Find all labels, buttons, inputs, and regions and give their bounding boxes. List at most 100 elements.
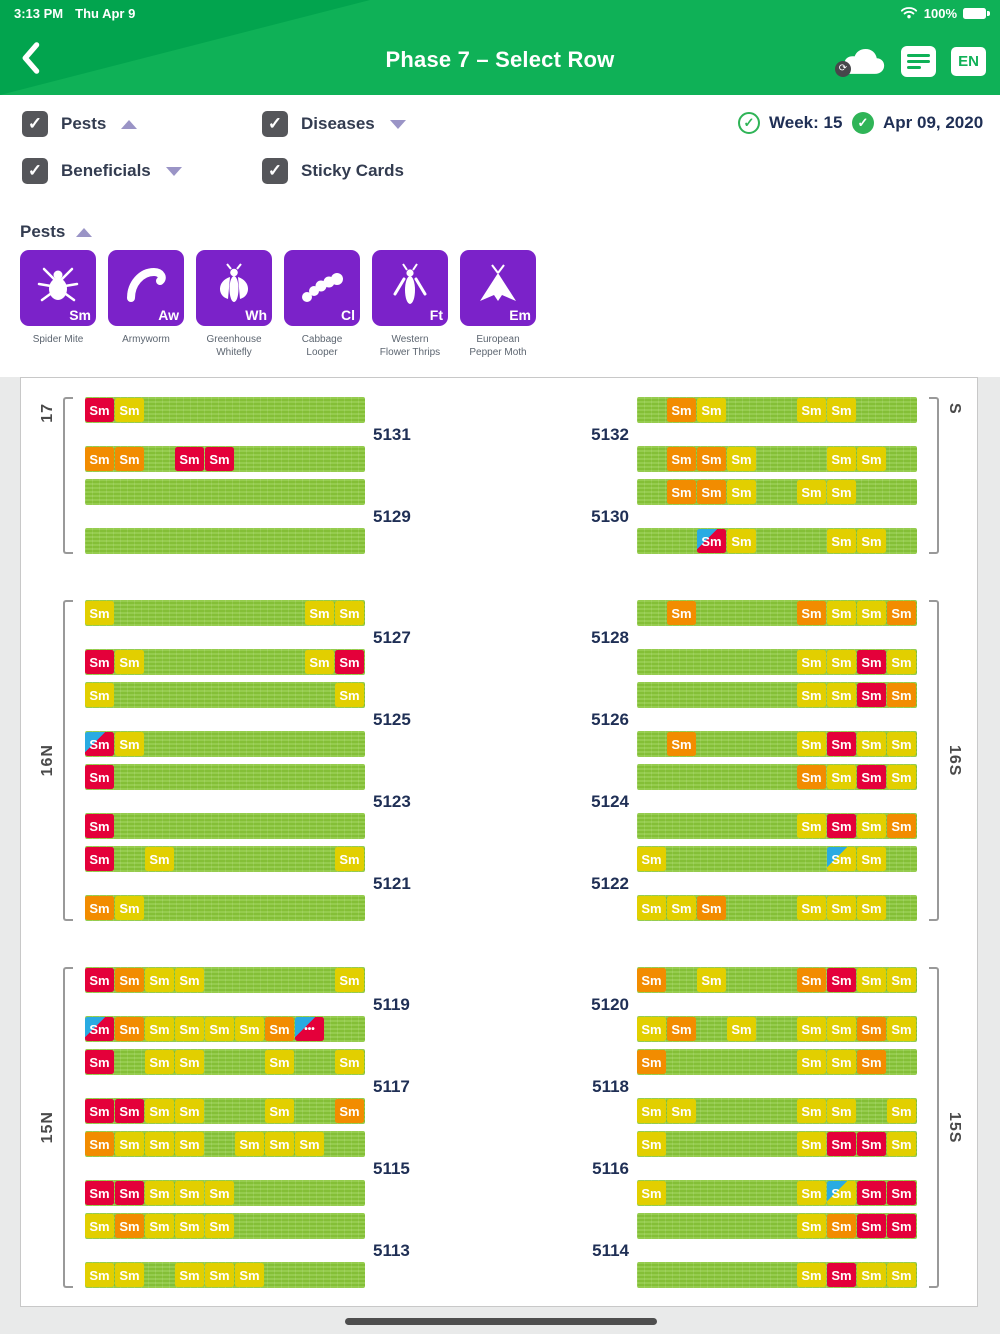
pest-badge[interactable]: Sm <box>205 1017 234 1041</box>
pest-badge[interactable]: Sm <box>637 968 666 992</box>
pest-badge[interactable]: Sm <box>697 529 726 553</box>
pest-badge[interactable]: Sm <box>205 1263 234 1287</box>
pest-badge[interactable]: Sm <box>335 847 364 871</box>
pest-badge[interactable]: Sm <box>857 732 886 756</box>
pest-badge[interactable]: Sm <box>235 1263 264 1287</box>
row-bed-bar[interactable]: Sm Sm Sm Sm <box>637 528 917 554</box>
pest-badge[interactable]: Sm <box>797 683 826 707</box>
pest-badge[interactable]: Sm <box>827 683 856 707</box>
pests-legend-header[interactable]: Pests <box>20 222 93 242</box>
pest-badge[interactable]: Sm <box>827 1050 856 1074</box>
row-number[interactable]: 5122 <box>591 873 629 893</box>
notes-icon[interactable] <box>901 45 936 77</box>
pest-badge[interactable]: Sm <box>85 1214 114 1238</box>
row-bed-bar[interactable]: Sm Sm Sm <box>85 846 365 872</box>
pest-badge[interactable]: Sm <box>115 1132 144 1156</box>
pest-badge[interactable]: Sm <box>857 847 886 871</box>
pest-badge[interactable]: Sm <box>335 683 364 707</box>
row-bed-bar[interactable]: Sm Sm Sm Sm Sm <box>85 1049 365 1075</box>
pest-badge[interactable]: Sm <box>175 447 204 471</box>
row-bed-bar[interactable]: Sm Sm Sm Sm <box>637 649 917 675</box>
pest-badge[interactable]: Sm <box>827 480 856 504</box>
pest-badge[interactable]: Sm <box>827 601 856 625</box>
pest-badge[interactable]: Sm <box>85 650 114 674</box>
row-bed-bar[interactable]: Sm Sm Sm Sm Sm <box>637 600 917 626</box>
row-bed-bar[interactable]: Sm Sm <box>85 682 365 708</box>
row-bed-bar[interactable] <box>85 528 365 554</box>
row-bed-bar[interactable]: Sm Sm Sm Sm <box>637 397 917 423</box>
row-number[interactable]: 5115 <box>373 1158 410 1178</box>
cloud-sync-icon[interactable]: ⟳ <box>835 45 886 77</box>
pest-badge[interactable]: Sm <box>85 814 114 838</box>
row-bed-bar[interactable]: Sm Sm Sm Sm Sm <box>85 1180 365 1206</box>
pest-tile-ft[interactable]: Ft Western Flower Thrips <box>372 250 448 359</box>
pest-badge[interactable]: Sm <box>637 896 666 920</box>
pest-badge[interactable]: Sm <box>637 1017 666 1041</box>
pest-badge[interactable]: Sm <box>797 650 826 674</box>
row-number[interactable]: 5113 <box>373 1240 410 1260</box>
pest-badge[interactable]: Sm <box>857 601 886 625</box>
pest-badge[interactable]: Sm <box>115 1099 144 1123</box>
pest-badge[interactable]: Sm <box>145 1181 174 1205</box>
pest-badge[interactable]: Sm <box>857 1050 886 1074</box>
pest-badge[interactable]: Sm <box>175 968 204 992</box>
pest-badge[interactable]: Sm <box>827 1132 856 1156</box>
row-bed-bar[interactable]: Sm Sm Sm Sm <box>637 813 917 839</box>
pest-badge[interactable]: Sm <box>827 896 856 920</box>
row-bed-bar[interactable]: Sm Sm Sm Sm <box>637 764 917 790</box>
row-bed-bar[interactable]: Sm Sm Sm Sm <box>637 682 917 708</box>
pest-badge[interactable]: Sm <box>85 1099 114 1123</box>
row-bed-bar[interactable]: Sm Sm Sm Sm <box>637 1262 917 1288</box>
pest-badge[interactable]: Sm <box>857 683 886 707</box>
row-number[interactable]: 5123 <box>373 791 411 811</box>
pest-badge[interactable]: Sm <box>887 1017 916 1041</box>
pest-badge[interactable]: Sm <box>667 1099 696 1123</box>
row-bed-bar[interactable]: Sm Sm Sm Sm Sm Sm <box>85 1098 365 1124</box>
pest-badge[interactable]: Sm <box>857 896 886 920</box>
pest-badge[interactable]: Sm <box>235 1017 264 1041</box>
pest-badge[interactable]: Sm <box>637 1099 666 1123</box>
pest-badge[interactable]: Sm <box>797 814 826 838</box>
chevron-down-icon[interactable] <box>165 166 182 176</box>
pest-badge[interactable]: Sm <box>797 1263 826 1287</box>
pest-badge[interactable]: Sm <box>827 732 856 756</box>
pest-badge[interactable]: Sm <box>727 529 756 553</box>
pest-badge[interactable]: Sm <box>827 968 856 992</box>
pest-badge[interactable]: Sm <box>115 650 144 674</box>
row-bed-bar[interactable]: Sm Sm Sm Sm Sm <box>637 1098 917 1124</box>
row-bed-bar[interactable]: Sm Sm Sm Sm Sm Sm Sm <box>637 1016 917 1042</box>
pest-badge[interactable]: Sm <box>857 650 886 674</box>
row-bed-bar[interactable]: Sm Sm Sm Sm Sm Sm <box>637 895 917 921</box>
pest-badge[interactable]: Sm <box>85 1132 114 1156</box>
pest-badge[interactable]: Sm <box>85 765 114 789</box>
row-bed-bar[interactable]: Sm Sm Sm <box>85 600 365 626</box>
pest-badge[interactable]: Sm <box>265 1099 294 1123</box>
pest-badge[interactable]: Sm <box>235 1132 264 1156</box>
pest-badge[interactable]: Sm <box>85 896 114 920</box>
chevron-down-icon[interactable] <box>389 119 406 129</box>
pest-badge[interactable]: Sm <box>887 1214 916 1238</box>
pest-badge[interactable]: Sm <box>335 650 364 674</box>
pest-badge[interactable]: Sm <box>85 847 114 871</box>
pest-badge[interactable]: Sm <box>637 847 666 871</box>
row-bed-bar[interactable]: Sm Sm Sm Sm <box>637 1213 917 1239</box>
pest-badge[interactable]: Sm <box>335 968 364 992</box>
pest-badge[interactable]: Sm <box>887 1099 916 1123</box>
pest-badge[interactable]: Sm <box>175 1263 204 1287</box>
pest-badge[interactable]: Sm <box>797 1181 826 1205</box>
pest-badge[interactable]: Sm <box>145 1132 174 1156</box>
pest-badge[interactable]: Sm <box>887 601 916 625</box>
pest-badge[interactable]: Sm <box>145 1214 174 1238</box>
pest-badge[interactable]: Sm <box>827 1099 856 1123</box>
pest-badge[interactable]: Sm <box>857 1181 886 1205</box>
pest-badge[interactable]: Sm <box>887 1132 916 1156</box>
pest-badge[interactable]: Sm <box>887 650 916 674</box>
row-bed-bar[interactable]: Sm Sm Sm Sm <box>85 446 365 472</box>
pest-badge[interactable]: Sm <box>175 1132 204 1156</box>
pest-badge[interactable]: Sm <box>797 1132 826 1156</box>
row-number[interactable]: 5118 <box>592 1076 629 1096</box>
pest-badge[interactable]: Sm <box>115 896 144 920</box>
pest-tile-cl[interactable]: Cl Cabbage Looper <box>284 250 360 359</box>
row-bed-bar[interactable] <box>85 479 365 505</box>
pest-badge[interactable]: Sm <box>667 398 696 422</box>
